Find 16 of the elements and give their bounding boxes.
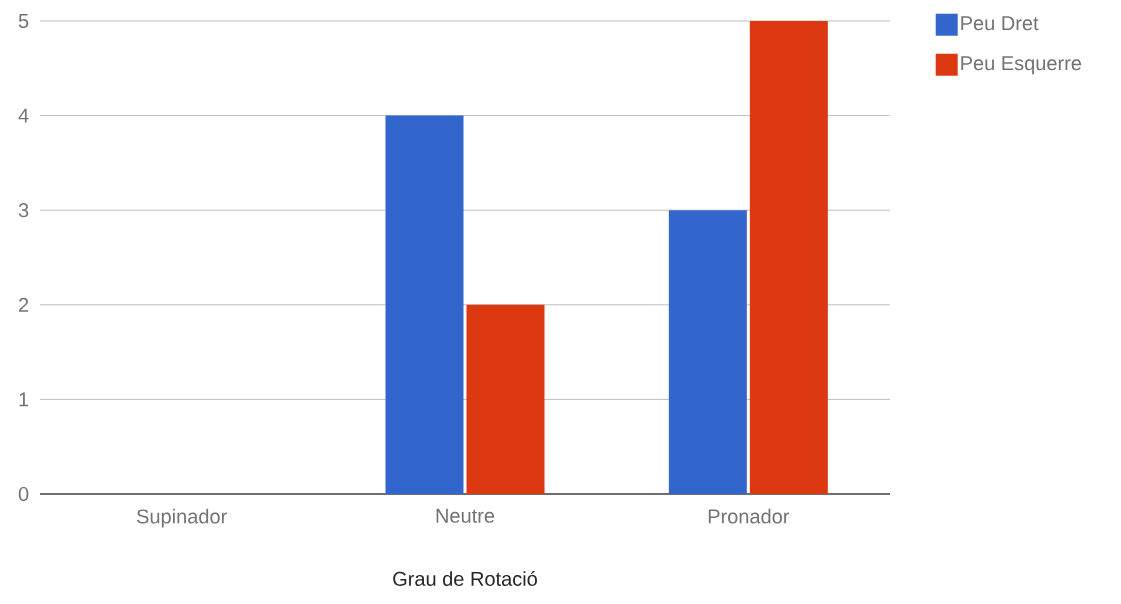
y-tick-label: 1	[19, 392, 29, 407]
bar	[466, 304, 545, 494]
x-axis-title: Grau de Rotació	[393, 571, 537, 586]
y-tick-label: 4	[18, 108, 29, 123]
legend-label: Peu Esquerre	[961, 56, 1082, 75]
bar	[749, 21, 828, 494]
bar	[668, 210, 747, 494]
x-tick-label: Pronador	[708, 508, 790, 524]
y-tick-label: 3	[18, 203, 29, 218]
legend-label: Peu Dret	[961, 16, 1039, 31]
y-tick-label: 0	[18, 486, 29, 502]
y-tick-label: 5	[18, 14, 29, 28]
x-tick-label: Neutre	[436, 508, 495, 523]
x-tick-label: Supinador	[136, 508, 227, 528]
y-tick-label: 2	[19, 297, 29, 312]
bar	[385, 115, 464, 494]
